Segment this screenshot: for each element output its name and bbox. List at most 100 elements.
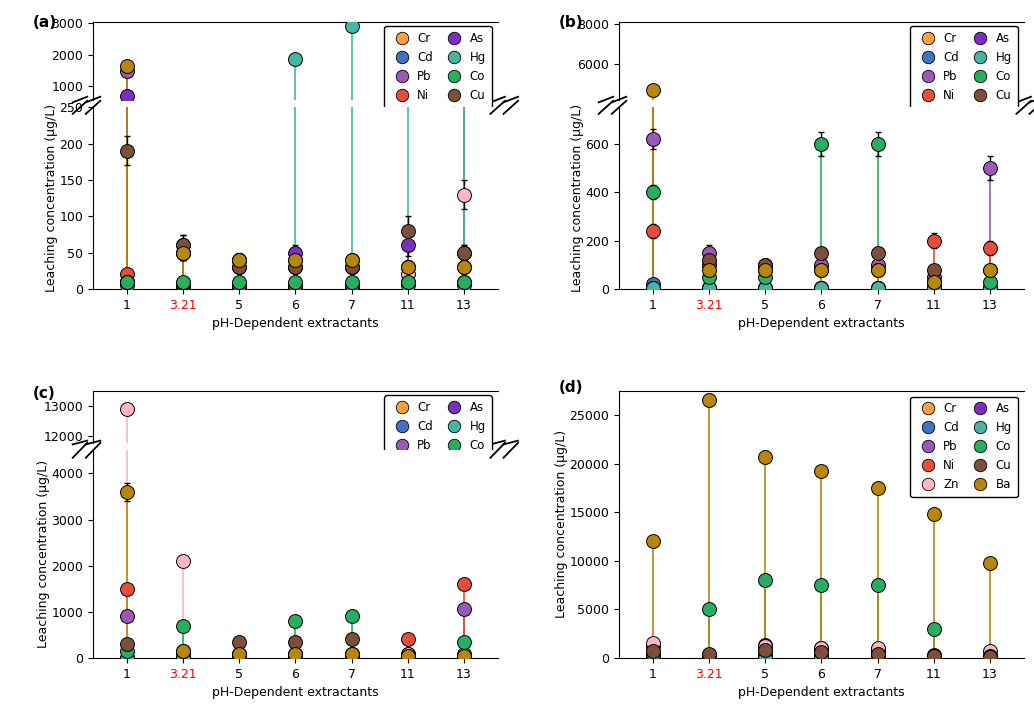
Point bbox=[231, 649, 247, 661]
Point bbox=[119, 486, 135, 497]
Point bbox=[343, 262, 360, 273]
Point bbox=[175, 620, 191, 631]
Point bbox=[343, 652, 360, 664]
Point bbox=[343, 262, 360, 273]
Point bbox=[119, 276, 135, 288]
Point bbox=[231, 111, 247, 122]
Point bbox=[644, 166, 661, 177]
Point bbox=[119, 60, 135, 72]
Point bbox=[399, 650, 416, 662]
Point bbox=[870, 178, 886, 189]
Point bbox=[231, 254, 247, 266]
Point bbox=[119, 583, 135, 594]
Point bbox=[925, 276, 942, 288]
Point bbox=[925, 178, 942, 189]
Point bbox=[701, 178, 718, 189]
Point bbox=[175, 652, 191, 664]
Y-axis label: Leaching concentration (μg/L): Leaching concentration (μg/L) bbox=[555, 430, 568, 618]
Point bbox=[231, 112, 247, 124]
Point bbox=[175, 112, 191, 124]
Point bbox=[175, 652, 191, 664]
Point bbox=[175, 280, 191, 291]
Point bbox=[757, 282, 773, 294]
Point bbox=[343, 112, 360, 124]
Point bbox=[231, 650, 247, 662]
Point bbox=[870, 652, 886, 664]
Point bbox=[870, 649, 886, 660]
Point bbox=[870, 646, 886, 657]
Point bbox=[925, 178, 942, 189]
Point bbox=[757, 176, 773, 187]
Point bbox=[175, 110, 191, 121]
Point bbox=[701, 178, 718, 189]
Point bbox=[399, 110, 416, 121]
Point bbox=[701, 282, 718, 294]
Point bbox=[287, 111, 304, 122]
Point bbox=[981, 651, 998, 663]
Point bbox=[456, 189, 473, 200]
Point bbox=[644, 641, 661, 652]
Point bbox=[287, 112, 304, 124]
Point bbox=[456, 112, 473, 124]
Point bbox=[287, 280, 304, 291]
Legend: Cr, Cd, Pb, Ni, Zn, As, Hg, Co, Cu, Ba: Cr, Cd, Pb, Ni, Zn, As, Hg, Co, Cu, Ba bbox=[910, 396, 1017, 497]
Point bbox=[231, 111, 247, 122]
Point bbox=[231, 254, 247, 266]
Point bbox=[456, 604, 473, 615]
Point bbox=[343, 254, 360, 266]
Point bbox=[813, 178, 829, 189]
Point bbox=[644, 178, 661, 189]
Point bbox=[757, 264, 773, 275]
Point bbox=[644, 178, 661, 189]
Point bbox=[981, 557, 998, 568]
Text: (b): (b) bbox=[558, 15, 583, 30]
X-axis label: pH-Dependent extractants: pH-Dependent extractants bbox=[212, 317, 378, 330]
Point bbox=[343, 112, 360, 124]
Point bbox=[343, 282, 360, 294]
Point bbox=[870, 247, 886, 258]
Point bbox=[456, 276, 473, 288]
Point bbox=[287, 111, 304, 123]
Point bbox=[399, 280, 416, 291]
Point bbox=[813, 282, 829, 294]
Point bbox=[231, 636, 247, 648]
Point bbox=[231, 652, 247, 664]
Point bbox=[343, 262, 360, 273]
Point bbox=[757, 178, 773, 189]
Point bbox=[119, 65, 135, 77]
Point bbox=[456, 262, 473, 273]
Point bbox=[701, 178, 718, 189]
Point bbox=[981, 178, 998, 189]
Point bbox=[981, 174, 998, 186]
Point bbox=[287, 649, 304, 661]
Point bbox=[701, 264, 718, 275]
Point bbox=[757, 259, 773, 270]
Point bbox=[925, 650, 942, 662]
Point bbox=[343, 254, 360, 266]
Point bbox=[456, 247, 473, 258]
Point bbox=[343, 633, 360, 645]
Point bbox=[343, 111, 360, 122]
Point bbox=[175, 276, 191, 288]
Point bbox=[757, 176, 773, 187]
Point bbox=[870, 579, 886, 591]
X-axis label: pH-Dependent extractants: pH-Dependent extractants bbox=[212, 686, 378, 699]
Point bbox=[231, 112, 247, 124]
Point bbox=[119, 106, 135, 118]
Point bbox=[813, 652, 829, 664]
Point bbox=[757, 178, 773, 189]
Point bbox=[981, 178, 998, 189]
Point bbox=[870, 264, 886, 275]
Point bbox=[701, 254, 718, 266]
Point bbox=[757, 271, 773, 283]
Point bbox=[399, 112, 416, 124]
Point bbox=[175, 112, 191, 124]
Point bbox=[925, 176, 942, 187]
Point bbox=[813, 264, 829, 275]
Point bbox=[757, 652, 773, 664]
Point bbox=[175, 110, 191, 121]
Point bbox=[981, 282, 998, 294]
Point bbox=[399, 649, 416, 660]
Point bbox=[343, 111, 360, 122]
Point bbox=[813, 643, 829, 654]
